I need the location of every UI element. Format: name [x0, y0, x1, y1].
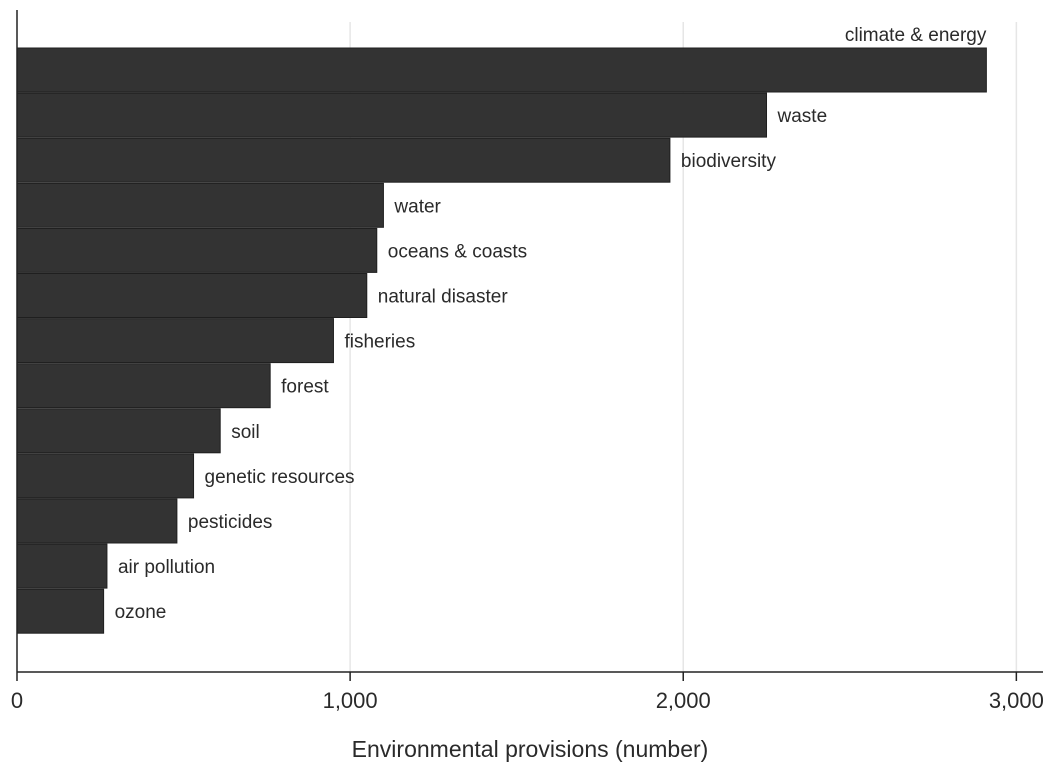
bar-3 — [16, 182, 384, 228]
bar-7 — [16, 363, 271, 409]
x-tick-label-1: 1,000 — [323, 688, 378, 713]
bar-2 — [16, 137, 671, 183]
axes — [16, 10, 1043, 673]
bar-label-12: ozone — [115, 602, 167, 623]
bars — [16, 47, 987, 634]
bar-label-6: fisheries — [344, 332, 415, 353]
x-tick-label-2: 2,000 — [656, 688, 711, 713]
bar-label-1: waste — [777, 106, 828, 127]
bar-label-7: forest — [281, 377, 329, 398]
bar-1 — [16, 92, 768, 138]
bar-8 — [16, 408, 221, 454]
bar-label-4: oceans & coasts — [388, 241, 527, 262]
bar-label-5: natural disaster — [378, 287, 509, 308]
bar-4 — [16, 227, 378, 273]
bar-12 — [16, 588, 105, 634]
x-tick-label-3: 3,000 — [989, 688, 1044, 713]
bar-label-2: biodiversity — [681, 151, 777, 172]
x-axis-ticks: 0 1,000 2,000 3,000 — [11, 672, 1044, 713]
bar-label-11: air pollution — [118, 557, 215, 578]
bar-10 — [16, 498, 178, 544]
bar-label-9: genetic resources — [205, 467, 355, 488]
bar-label-0: climate & energy — [845, 25, 987, 46]
bar-11 — [16, 543, 108, 589]
bar-label-8: soil — [231, 422, 260, 443]
x-axis-title: Environmental provisions (number) — [352, 736, 709, 762]
bar-label-3: water — [393, 196, 441, 217]
bar-0 — [16, 47, 987, 93]
bar-9 — [16, 453, 195, 499]
bar-6 — [16, 318, 334, 364]
bar-5 — [16, 273, 368, 318]
bar-labels: climate & energy waste biodiversity water oc… — [115, 25, 987, 623]
bar-label-10: pesticides — [188, 512, 273, 533]
x-tick-label-0: 0 — [11, 688, 23, 713]
